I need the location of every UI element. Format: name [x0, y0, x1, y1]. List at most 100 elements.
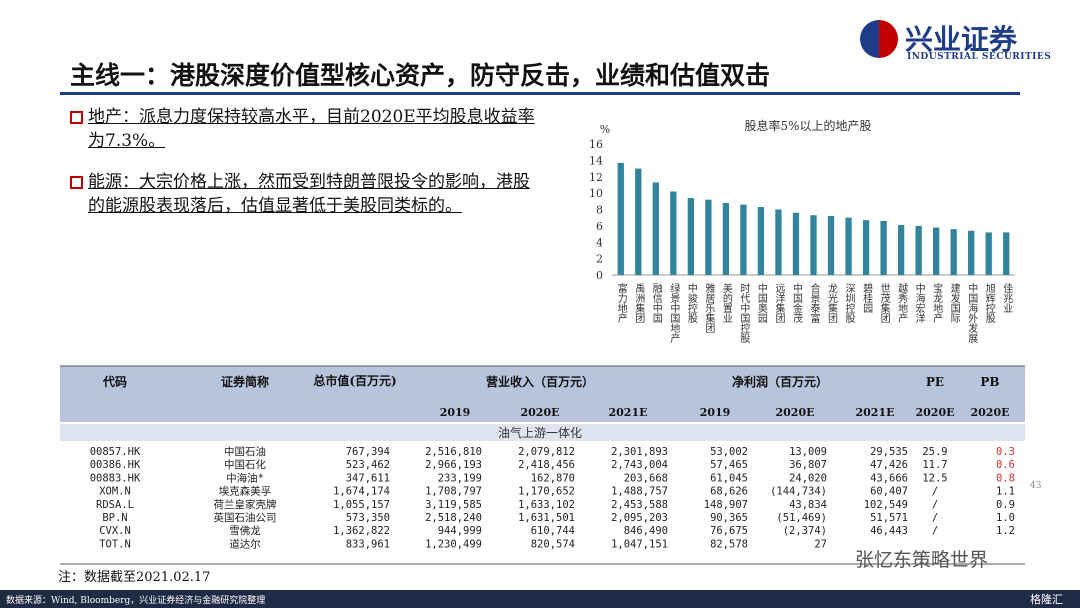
table-subheader: 2020E: [916, 406, 955, 419]
table-cell: 47,426: [870, 459, 908, 471]
table-cell: 荷兰皇家壳牌: [214, 498, 277, 511]
table-subheader: 2020E: [521, 406, 560, 419]
table-cell: 68,626: [710, 486, 748, 498]
table-cell: 46,443: [870, 525, 908, 537]
table-cell: 944,999: [438, 525, 482, 537]
table-cell: 1,488,757: [611, 486, 668, 498]
table-header: 总市值(百万元): [313, 373, 396, 388]
bar: [1003, 232, 1010, 275]
y-tick-label: 4: [596, 236, 603, 249]
table-subheader: 2019: [700, 406, 731, 419]
bar: [775, 209, 782, 275]
table-cell: 1,631,501: [518, 512, 575, 524]
chart-title: 股息率5%以上的地产股: [744, 118, 871, 133]
table-cell: 1,170,652: [518, 486, 575, 498]
table-cell: 2,453,588: [611, 499, 668, 511]
bar: [950, 229, 957, 275]
table-cell: 0.9: [996, 499, 1015, 511]
table-cell: 51,571: [870, 512, 908, 524]
table-cell: 767,394: [346, 446, 390, 458]
table-cell: 0.6: [996, 459, 1015, 471]
table-cell: 820,574: [531, 538, 575, 550]
bar: [792, 212, 800, 275]
table-cell: (51,469): [776, 512, 827, 524]
bar: [932, 227, 940, 275]
watermark: 张忆东策略世界: [855, 549, 988, 571]
table-cell: 2,079,812: [518, 446, 575, 458]
table-subheader: 2019: [440, 406, 471, 419]
x-tick-label: 宝龙地产: [931, 282, 943, 324]
table-cell: 1,230,499: [425, 538, 482, 550]
table-cell: 00857.HK: [90, 446, 141, 458]
table-cell: 76,675: [710, 525, 748, 537]
x-tick-label: 中国奥园: [755, 282, 767, 324]
table-subheader: 2020E: [971, 406, 1010, 419]
table-section: 油气上游一体化: [498, 425, 582, 440]
table-cell: 43,834: [789, 499, 827, 511]
table-header: 净利润（百万元）: [732, 374, 828, 389]
bar: [845, 217, 852, 275]
table-cell: 1,055,157: [333, 499, 390, 511]
x-tick-label: 碧桂园: [861, 283, 873, 314]
x-tick-label: 雅居乐集团: [703, 282, 715, 334]
table-cell: 英国石油公司: [214, 511, 277, 524]
table-cell: 埃克森美孚: [219, 485, 272, 498]
x-tick-label: 中国海外发展: [966, 282, 978, 344]
footer-bar: [0, 590, 1080, 608]
table-subheader: 2021E: [856, 406, 895, 419]
bar: [897, 225, 905, 275]
table-cell: 2,966,193: [425, 459, 482, 471]
table-cell: 1.1: [996, 486, 1015, 498]
page-number: 43: [1030, 481, 1042, 491]
table-cell: RDSA.L: [96, 499, 134, 511]
x-tick-label: 绿景中国地产: [668, 282, 680, 344]
table-cell: 90,365: [710, 512, 748, 524]
table-cell: 1,047,151: [611, 538, 668, 550]
table-cell: 1.0: [996, 512, 1015, 524]
table-cell: 中国石化: [224, 458, 266, 471]
table-cell: 2,418,456: [518, 459, 575, 471]
y-tick-label: 0: [596, 269, 603, 282]
table-subheader: 2021E: [609, 406, 648, 419]
table-cell: /: [932, 499, 938, 511]
table-cell: TOT.N: [99, 538, 131, 550]
table-header: 代码: [102, 374, 127, 389]
table-cell: 29,535: [870, 446, 908, 458]
table-cell: 846,490: [624, 525, 668, 537]
bar: [968, 230, 975, 275]
table-cell: 573,350: [346, 512, 390, 524]
table-cell: 1,708,797: [425, 486, 482, 498]
table-cell: 25.9: [922, 446, 947, 458]
x-tick-label: 中国金茂: [790, 282, 802, 324]
table-cell: 13,009: [789, 446, 827, 458]
table-cell: 12.5: [922, 472, 947, 484]
y-tick-label: 10: [589, 187, 603, 200]
logo-en: INDUSTRIAL SECURITIES: [907, 52, 1052, 62]
table-cell: 833,961: [346, 538, 390, 550]
bar: [915, 225, 922, 275]
table-cell: 2,516,810: [425, 446, 482, 458]
table-cell: 00883.HK: [90, 472, 141, 484]
table-cell: 道达尔: [229, 537, 261, 550]
table-header-bg: [60, 366, 1025, 422]
y-tick-label: 2: [596, 253, 603, 266]
bar: [652, 182, 659, 275]
table-cell: /: [932, 525, 938, 537]
table-cell: CVX.N: [99, 525, 131, 537]
bar: [757, 207, 765, 275]
table-cell: 雪佛龙: [229, 524, 261, 537]
bullet: 地产：派息力度保持较高水平，目前2020E平均股息收益率为7.3%。: [70, 105, 538, 153]
bullet: 能源：大宗价格上涨，然而受到特朗普限投令的影响，港股的能源股表现落后，估值显著低…: [70, 170, 538, 218]
x-tick-label: 时代中国控股: [738, 283, 750, 344]
x-tick-label: 禹洲集团: [633, 282, 645, 324]
brand: 格隆汇: [1030, 592, 1063, 606]
table-cell: 0.8: [996, 472, 1015, 484]
y-tick-label: 12: [589, 171, 603, 184]
x-tick-label: 中海宏洋: [913, 282, 925, 324]
table-cell: (144,734): [770, 486, 827, 498]
table-cell: 1.2: [996, 525, 1015, 537]
table-cell: 162,870: [531, 472, 575, 484]
section-bg: [60, 424, 1025, 441]
bar: [670, 191, 677, 275]
